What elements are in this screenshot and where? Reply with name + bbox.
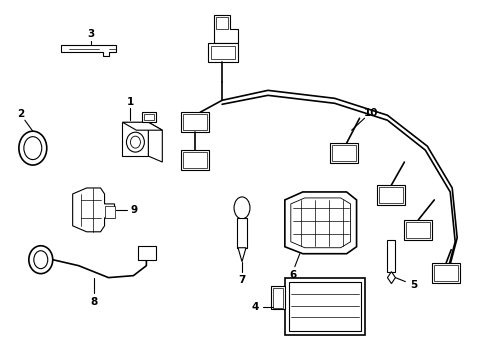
- Bar: [143, 112, 156, 122]
- Bar: [432, 263, 460, 283]
- Bar: [377, 185, 405, 205]
- Bar: [379, 187, 403, 203]
- Bar: [237, 218, 247, 248]
- Polygon shape: [285, 192, 357, 254]
- Ellipse shape: [29, 246, 53, 274]
- Bar: [404, 220, 432, 240]
- Text: 3: 3: [87, 28, 94, 39]
- Bar: [273, 288, 283, 307]
- Bar: [332, 145, 356, 161]
- Polygon shape: [122, 122, 162, 130]
- Text: 5: 5: [410, 280, 417, 289]
- Bar: [434, 265, 458, 280]
- Bar: [388, 240, 395, 272]
- Bar: [183, 114, 207, 130]
- Bar: [138, 246, 156, 260]
- Bar: [271, 285, 285, 310]
- Ellipse shape: [126, 132, 145, 152]
- Bar: [285, 278, 365, 336]
- Bar: [330, 143, 358, 163]
- Bar: [183, 152, 207, 168]
- Text: 7: 7: [238, 275, 245, 285]
- Ellipse shape: [19, 131, 47, 165]
- Bar: [208, 42, 238, 62]
- Bar: [216, 17, 228, 28]
- Text: 1: 1: [127, 97, 134, 107]
- Text: 4: 4: [251, 302, 259, 311]
- Text: 9: 9: [131, 205, 138, 215]
- Bar: [406, 222, 430, 238]
- Ellipse shape: [24, 137, 42, 159]
- Ellipse shape: [34, 251, 48, 269]
- Bar: [211, 45, 235, 59]
- Bar: [145, 114, 154, 120]
- Polygon shape: [61, 45, 116, 57]
- Text: 6: 6: [289, 270, 296, 280]
- Polygon shape: [73, 188, 115, 232]
- Bar: [289, 282, 361, 332]
- Bar: [181, 150, 209, 170]
- Polygon shape: [214, 15, 238, 42]
- Polygon shape: [388, 272, 395, 284]
- Polygon shape: [238, 248, 246, 262]
- Bar: [104, 206, 115, 218]
- Bar: [181, 112, 209, 132]
- Ellipse shape: [130, 136, 141, 148]
- Polygon shape: [291, 198, 350, 248]
- Polygon shape: [148, 122, 162, 162]
- Ellipse shape: [234, 197, 250, 219]
- Polygon shape: [122, 122, 148, 156]
- Text: 8: 8: [90, 297, 97, 306]
- Text: 2: 2: [17, 109, 24, 119]
- Text: 10: 10: [364, 108, 379, 118]
